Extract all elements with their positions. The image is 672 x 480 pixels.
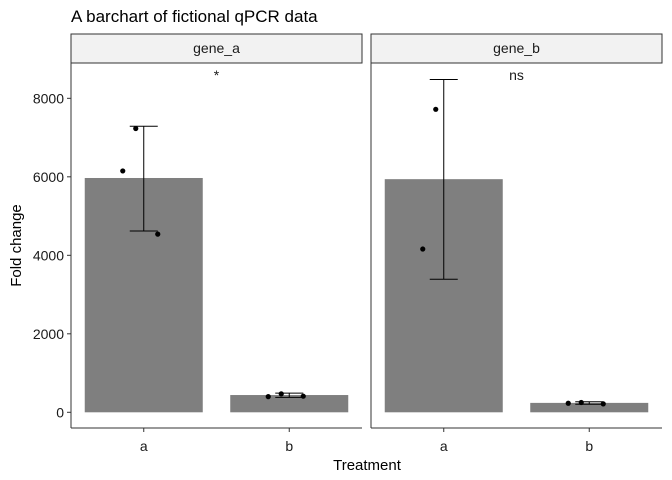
data-point: [300, 393, 306, 399]
x-tick-label: b: [585, 438, 593, 454]
x-tick-label: a: [440, 438, 448, 454]
data-point: [278, 391, 284, 397]
data-point: [565, 400, 571, 406]
x-tick-label: b: [285, 438, 293, 454]
data-point: [120, 168, 126, 174]
y-tick-label: 6000: [33, 169, 64, 185]
data-point: [600, 401, 606, 407]
bar: [230, 395, 349, 413]
data-point: [133, 125, 139, 132]
facet-strip-label: gene_a: [193, 40, 240, 56]
bar: [530, 402, 649, 413]
facet-strip-gene_b: [370, 33, 663, 64]
significance-label: *: [214, 67, 220, 83]
significance-label: ns: [509, 67, 524, 83]
y-tick-label: 0: [56, 404, 64, 420]
x-axis-title: Treatment: [333, 457, 402, 474]
data-point: [265, 394, 271, 400]
y-axis-title: Fold change: [8, 204, 25, 287]
y-tick-label: 2000: [33, 326, 64, 342]
facet-strip-gene_a: [70, 33, 363, 64]
panels-layer: 0 2000 4000 6000 8000 gene_aa b * gene_ba b ns: [33, 33, 663, 454]
data-point: [155, 231, 161, 237]
y-tick-label: 4000: [33, 247, 64, 263]
data-point: [578, 399, 584, 406]
facet-strip-label: gene_b: [493, 40, 540, 56]
data-point: [433, 106, 439, 112]
chart-title: A barchart of fictional qPCR data: [71, 7, 318, 26]
x-tick-label: a: [140, 438, 148, 454]
data-point: [420, 246, 426, 252]
y-tick-label: 8000: [33, 90, 64, 106]
